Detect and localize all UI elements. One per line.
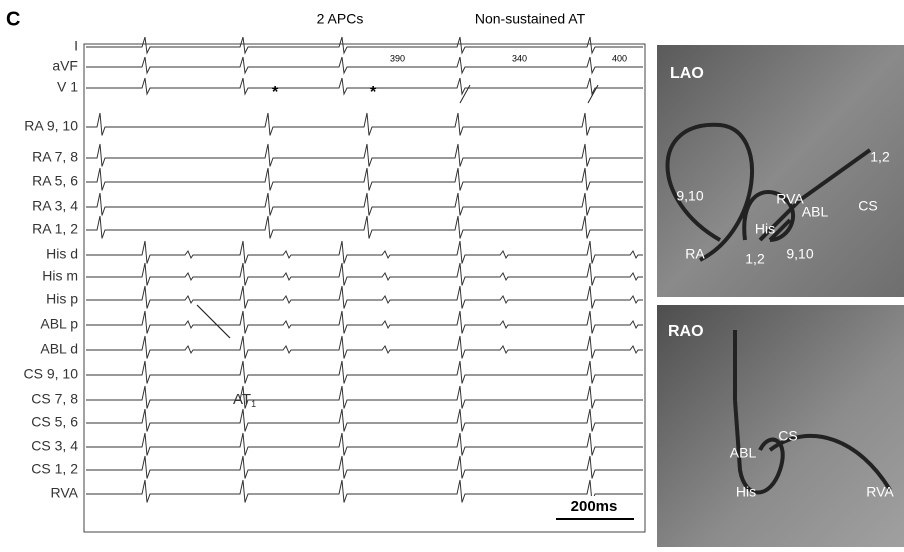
channel-label: I xyxy=(74,38,78,54)
image-label: RA xyxy=(685,246,705,262)
trace xyxy=(86,240,643,264)
image-label: His xyxy=(755,221,775,237)
trace xyxy=(86,385,643,409)
annotation: 2 APCs xyxy=(317,11,364,27)
channel-label: RA 5, 6 xyxy=(32,173,78,189)
rao-image xyxy=(657,305,904,547)
channel-label: CS 1, 2 xyxy=(31,461,78,477)
trace xyxy=(86,310,643,334)
channel-label: ABL d xyxy=(40,341,78,357)
channel-label: CS 7, 8 xyxy=(31,391,78,407)
interval: 400 xyxy=(612,53,627,63)
traces xyxy=(86,36,643,503)
channel-label: ABL p xyxy=(40,316,78,332)
image-label: CS xyxy=(858,198,877,214)
trace xyxy=(86,335,643,359)
trace xyxy=(86,432,643,456)
catheter xyxy=(733,330,892,495)
channel-label: CS 5, 6 xyxy=(31,414,78,430)
image-label: 1,2 xyxy=(870,149,890,165)
image-label: RVA xyxy=(866,484,894,500)
lao-image xyxy=(657,45,904,297)
image-label: ABL xyxy=(802,204,829,220)
channel-label: His m xyxy=(42,268,78,284)
trace xyxy=(86,167,643,191)
channel-label: RA 1, 2 xyxy=(32,221,78,237)
channel-label: RVA xyxy=(51,485,79,501)
trace xyxy=(86,285,643,309)
asterisk: * xyxy=(370,84,377,101)
trace xyxy=(86,56,643,75)
image-label: 1,2 xyxy=(745,251,765,267)
trace xyxy=(86,192,643,216)
image-label: 9,10 xyxy=(676,188,703,204)
trace xyxy=(86,36,643,55)
arrow xyxy=(196,304,231,339)
asterisk: * xyxy=(272,84,279,101)
channel-label: RA 7, 8 xyxy=(32,149,78,165)
image-label: His xyxy=(736,484,756,500)
channel-label: CS 9, 10 xyxy=(24,366,79,382)
channel-label: CS 3, 4 xyxy=(31,438,78,454)
trace xyxy=(86,262,643,286)
interval: 390 xyxy=(390,53,405,63)
trace xyxy=(86,455,643,479)
channel-label: RA 9, 10 xyxy=(24,118,78,134)
image-title: RAO xyxy=(668,323,704,340)
trace xyxy=(86,77,643,96)
scale-box xyxy=(552,496,636,520)
at-label: AT1 xyxy=(233,391,256,409)
interval: 340 xyxy=(512,53,527,63)
trace xyxy=(86,215,643,239)
trace xyxy=(86,408,643,432)
arrow xyxy=(587,84,599,104)
ecg-frame xyxy=(83,43,646,533)
channel-label: His p xyxy=(46,291,78,307)
trace xyxy=(86,112,643,136)
channel-label: aVF xyxy=(52,58,78,74)
trace xyxy=(86,360,643,384)
channel-label: RA 3, 4 xyxy=(32,198,78,214)
trace xyxy=(86,479,643,503)
scale-bar-label: 200ms xyxy=(571,498,618,515)
annotation: Non-sustained AT xyxy=(475,11,586,27)
image-label: RVA xyxy=(776,191,804,207)
channel-label: His d xyxy=(46,246,78,262)
image-title: LAO xyxy=(670,65,704,82)
image-label: CS xyxy=(778,428,797,444)
panel-label: C xyxy=(6,8,20,30)
arrow xyxy=(459,84,471,104)
channel-label: V 1 xyxy=(57,79,78,95)
trace xyxy=(86,143,643,167)
image-label: 9,10 xyxy=(786,246,813,262)
catheter xyxy=(665,122,872,262)
image-label: ABL xyxy=(730,445,757,461)
